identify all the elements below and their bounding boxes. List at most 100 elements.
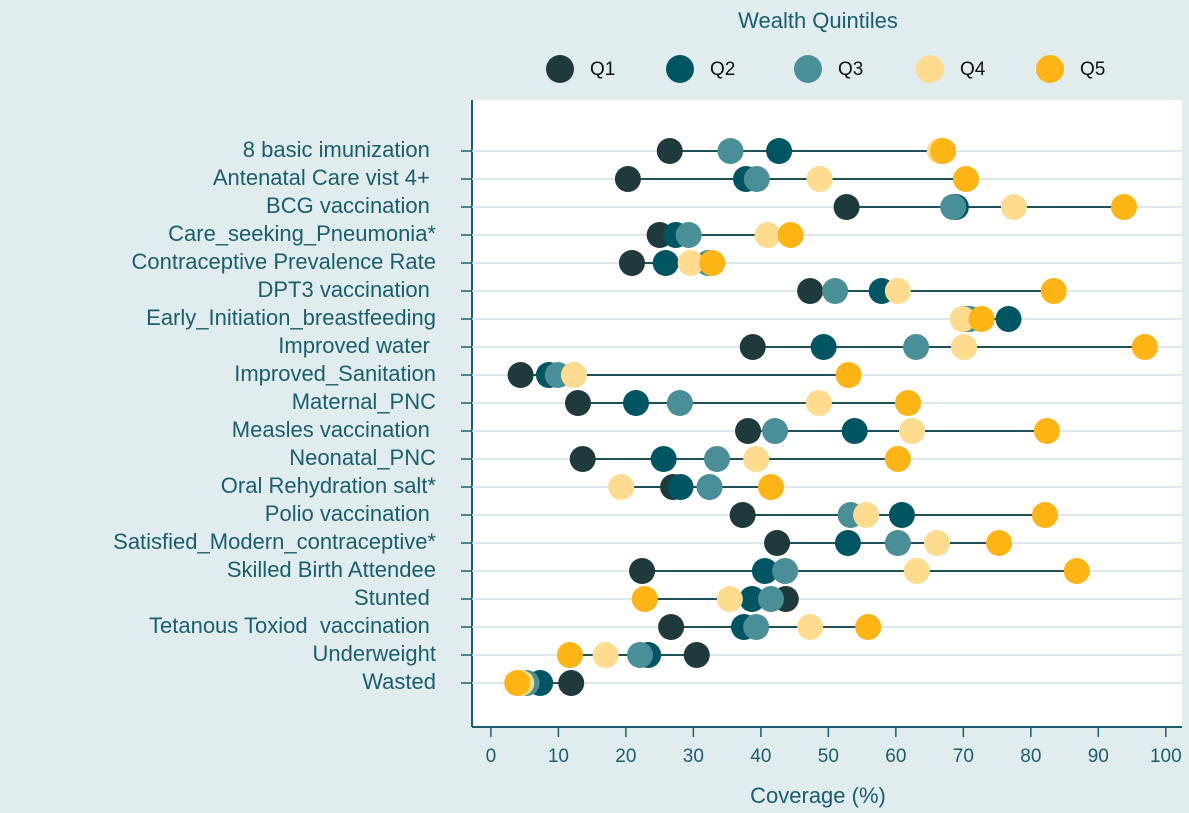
x-tick-label: 60 xyxy=(885,746,906,767)
dot xyxy=(560,362,587,388)
dot xyxy=(652,250,679,276)
dot xyxy=(629,558,656,584)
dot xyxy=(1110,194,1137,220)
dot xyxy=(699,250,726,276)
dot xyxy=(683,642,710,668)
dot xyxy=(835,362,862,388)
dot xyxy=(729,502,756,528)
dot xyxy=(658,614,685,640)
dot xyxy=(951,334,978,360)
dot xyxy=(764,530,791,556)
legend-label: Q4 xyxy=(960,59,986,80)
plot-area xyxy=(472,100,1182,727)
dot xyxy=(504,670,531,696)
dot xyxy=(507,362,534,388)
dot xyxy=(797,614,824,640)
y-tick-label: Improved water xyxy=(278,333,436,358)
dot xyxy=(1031,502,1058,528)
dot xyxy=(703,446,730,472)
dot xyxy=(631,586,658,612)
dot xyxy=(569,446,596,472)
dot xyxy=(618,250,645,276)
dot xyxy=(1131,334,1158,360)
legend-marker xyxy=(794,55,822,83)
y-tick-label: Tetanous Toxiod vaccination xyxy=(149,613,436,638)
y-tick-label: Polio vaccination xyxy=(265,501,436,526)
dot xyxy=(930,138,957,164)
dot xyxy=(888,502,915,528)
dot xyxy=(667,474,694,500)
dot xyxy=(940,194,967,220)
dot xyxy=(1040,278,1067,304)
dot xyxy=(884,530,911,556)
dot xyxy=(556,642,583,668)
dot xyxy=(805,390,832,416)
dot xyxy=(822,278,849,304)
legend-title: Wealth Quintiles xyxy=(738,8,898,33)
legend-marker xyxy=(666,55,694,83)
dot xyxy=(806,166,833,192)
dot xyxy=(717,138,744,164)
legend-marker xyxy=(1036,55,1064,83)
dot xyxy=(739,334,766,360)
dot xyxy=(739,586,766,612)
legend-marker xyxy=(546,55,574,83)
legend-label: Q2 xyxy=(710,59,735,80)
dot xyxy=(743,614,770,640)
y-tick-label: Skilled Birth Attendee xyxy=(227,557,436,582)
dot xyxy=(777,222,804,248)
y-tick-label: Care_seeking_Pneumonia* xyxy=(168,221,436,246)
y-tick-label: DPT3 vaccination xyxy=(257,277,436,302)
dot xyxy=(656,138,683,164)
dot xyxy=(743,446,770,472)
dot xyxy=(903,558,930,584)
x-tick-label: 20 xyxy=(615,746,636,767)
dot xyxy=(762,418,789,444)
dot xyxy=(754,222,781,248)
y-tick-label: Contraceptive Prevalence Rate xyxy=(132,249,437,274)
y-tick-label: BCG vaccination xyxy=(266,193,436,218)
x-tick-label: 90 xyxy=(1088,746,1109,767)
dot xyxy=(949,306,976,332)
x-tick-label: 100 xyxy=(1150,746,1182,767)
dot xyxy=(899,418,926,444)
dot xyxy=(968,306,995,332)
dot xyxy=(743,166,770,192)
legend-label: Q5 xyxy=(1080,59,1105,80)
x-tick-label: 0 xyxy=(486,746,497,767)
dot xyxy=(757,474,784,500)
dot xyxy=(810,334,837,360)
dot xyxy=(1063,558,1090,584)
dot xyxy=(696,474,723,500)
dot xyxy=(995,306,1022,332)
dot xyxy=(666,390,693,416)
legend-label: Q1 xyxy=(590,59,615,80)
dot xyxy=(903,334,930,360)
dot xyxy=(833,194,860,220)
dot xyxy=(884,446,911,472)
dot xyxy=(627,642,654,668)
dot xyxy=(751,558,778,584)
dot xyxy=(650,446,677,472)
dot xyxy=(953,166,980,192)
dot xyxy=(614,166,641,192)
x-axis-label: Coverage (%) xyxy=(750,783,886,808)
dot xyxy=(735,418,762,444)
y-tick-label: Satisfied_Modern_contraceptive* xyxy=(113,529,436,554)
dot xyxy=(757,586,784,612)
dot xyxy=(1034,418,1061,444)
dot xyxy=(623,390,650,416)
x-tick-label: 50 xyxy=(818,746,839,767)
dot xyxy=(924,530,951,556)
y-tick-label: Underweight xyxy=(312,641,436,666)
dot xyxy=(677,250,704,276)
dot xyxy=(884,278,911,304)
y-tick-label: Wasted xyxy=(362,669,436,694)
y-tick-label: 8 basic imunization xyxy=(243,137,436,162)
dot xyxy=(1000,194,1027,220)
y-tick-label: Antenatal Care vist 4+ xyxy=(213,165,436,190)
dot xyxy=(766,138,793,164)
legend-marker xyxy=(916,55,944,83)
x-tick-label: 80 xyxy=(1020,746,1041,767)
